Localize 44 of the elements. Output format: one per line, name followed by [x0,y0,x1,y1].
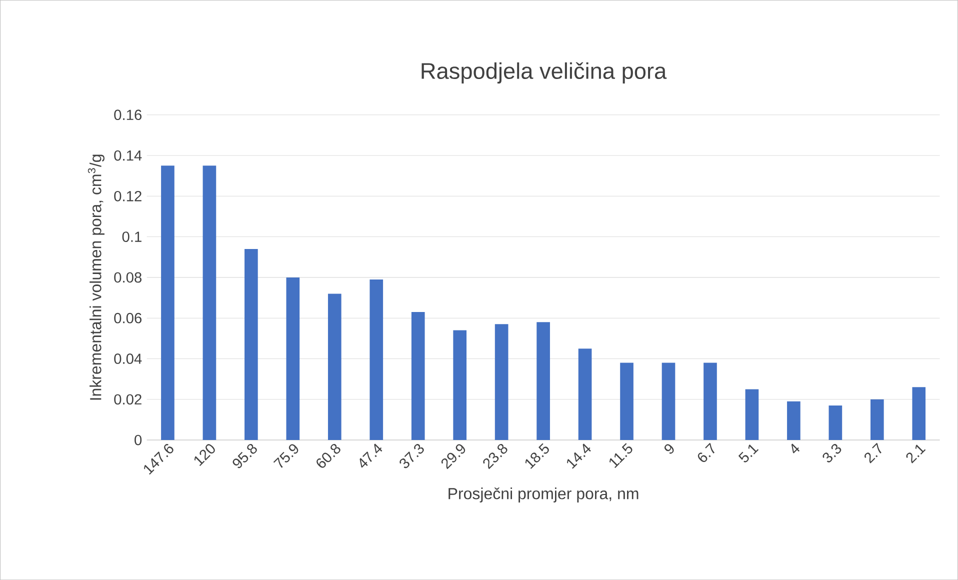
chart-title: Raspodjela veličina pora [422,62,667,84]
bar [912,387,926,440]
x-tick-label: 5.1 [738,444,759,462]
y-tick-label: 0.14 [114,150,142,161]
y-tick-label: 0.12 [114,190,142,202]
bar [244,248,258,440]
bar [745,389,759,440]
x-tick-label: 37.3 [400,444,424,468]
x-tick-label: 60.8 [316,444,340,468]
y-tick-label: 0.16 [114,110,142,120]
x-tick-label: 3.3 [822,444,842,462]
x-tick-label: 47.4 [360,443,382,468]
bar [578,348,592,440]
y-tick-label: 0.08 [114,272,142,283]
y-tick-label: 0.02 [114,394,142,404]
y-tick-label: 0 [134,434,142,446]
bar [328,294,342,440]
bar [536,322,550,440]
bar [662,362,676,440]
y-axis-title: Inkrementalni volumen pora, cm$^{3}$/g [88,154,104,400]
bar [411,312,425,440]
bar [286,277,300,440]
x-axis-title: Prosječni promjer pora, nm [448,487,638,502]
bar [161,166,174,440]
x-tick-label: 2.7 [864,442,882,464]
x-tick-label: 4 [791,443,800,454]
x-tick-label: 6.7 [698,442,715,462]
y-tick-label: 0.06 [114,312,142,324]
bar [787,401,800,440]
x-tick-label: 95.8 [232,444,257,468]
bar [870,399,884,440]
bar [453,330,467,440]
bar [828,405,842,440]
bar [494,324,508,440]
x-tick-label: 9 [664,444,674,454]
bar [202,166,216,440]
x-tick-label: 2.1 [906,444,926,464]
x-tick-label: 75.9 [273,444,298,468]
bar [704,362,717,440]
y-tick-label: 0.1 [122,232,142,242]
bar [370,279,384,440]
y-tick-label: 0.04 [114,353,142,364]
x-tick-label: 120 [194,444,215,466]
bar [620,362,634,440]
